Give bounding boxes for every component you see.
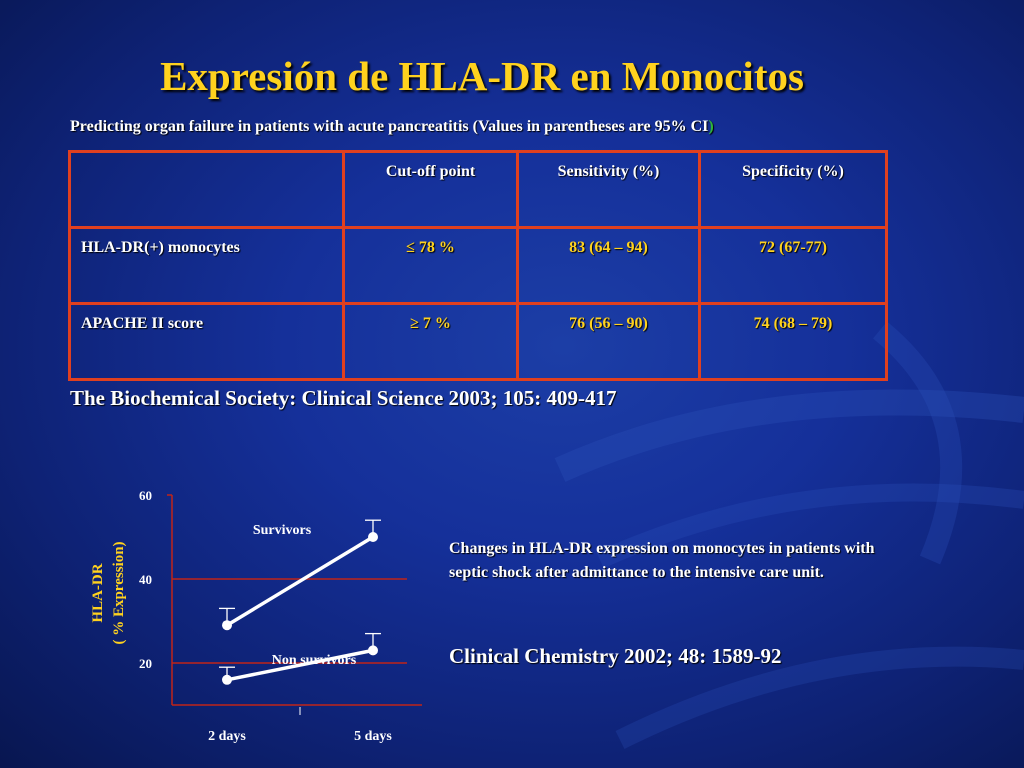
subtitle-text: Predicting organ failure in patients wit… [70, 118, 709, 135]
data-point [368, 645, 378, 656]
header-cell-empty [68, 150, 345, 229]
y-tick-label: 40 [139, 572, 152, 587]
data-point [222, 620, 232, 631]
data-point [368, 532, 378, 542]
cutoff-value: ≥ 7 % [342, 302, 519, 381]
header-cell-sensitivity: Sensitivity (%) [516, 150, 701, 229]
reference-clinical-science: The Biochemical Society: Clinical Scienc… [70, 386, 617, 410]
specificity-value: 72 (67-77) [698, 226, 888, 305]
row-label: APACHE II score [68, 302, 345, 381]
y-axis-label-unit: ( % Expression) [111, 541, 127, 644]
y-tick-label: 60 [139, 488, 152, 503]
row-label: HLA-DR(+) monocytes [68, 226, 345, 305]
y-tick-label: 20 [139, 656, 152, 671]
series-label: Non survivors [272, 653, 357, 668]
header-cell-specificity: Specificity (%) [698, 150, 888, 229]
chart-caption: Changes in HLA-DR expression on monocyte… [449, 540, 875, 581]
reference-clinical-chemistry: Clinical Chemistry 2002; 48: 1589-92 [449, 644, 782, 668]
x-tick-label: 2 days [208, 729, 246, 744]
specificity-value: 74 (68 – 79) [698, 302, 888, 381]
table-header-row: Cut-off point Sensitivity (%) Specificit… [68, 150, 888, 229]
cutoff-value: ≤ 78 % [342, 226, 519, 305]
series-line [226, 648, 374, 682]
sensitivity-value: 76 (56 – 90) [516, 302, 701, 381]
series-label: Survivors [253, 523, 312, 538]
series-line [226, 535, 374, 627]
results-table: Cut-off point Sensitivity (%) Specificit… [68, 150, 888, 381]
x-tick-label: 5 days [354, 729, 392, 744]
table-row: HLA-DR(+) monocytes ≤ 78 % 83 (64 – 94) … [68, 226, 888, 305]
slide-title: Expresión de HLA-DR en Monocitos [160, 53, 804, 99]
table-subtitle: Predicting organ failure in patients wit… [70, 118, 714, 136]
data-point [222, 674, 232, 685]
y-axis-label: HLA-DR [90, 563, 106, 622]
table-row: APACHE II score ≥ 7 % 76 (56 – 90) 74 (6… [68, 302, 888, 381]
sensitivity-value: 83 (64 – 94) [516, 226, 701, 305]
header-cell-cutoff: Cut-off point [342, 150, 519, 229]
subtitle-close-paren: ) [708, 118, 714, 135]
